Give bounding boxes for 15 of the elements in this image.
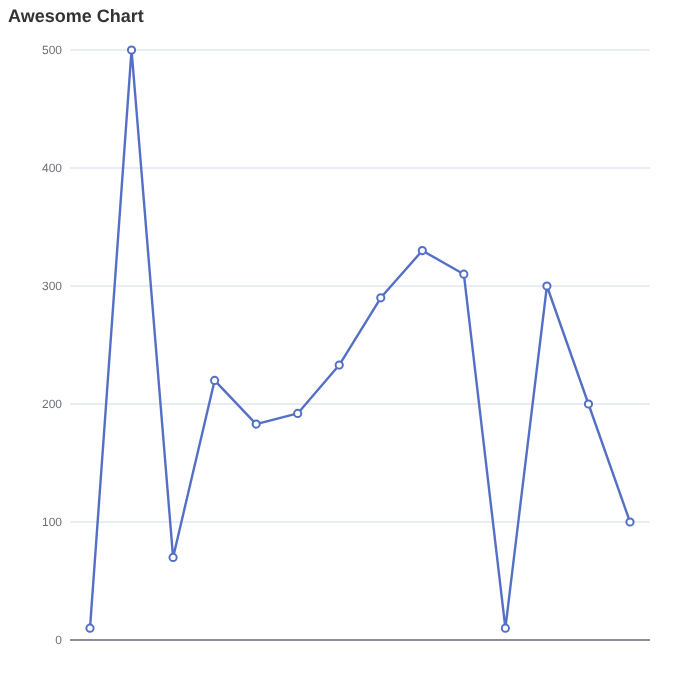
point: [85, 623, 95, 633]
point: [210, 375, 220, 385]
point: [459, 269, 469, 279]
point: [251, 419, 261, 429]
point: [583, 399, 594, 409]
point: [625, 517, 635, 527]
point: [542, 281, 552, 291]
point: [334, 360, 344, 370]
chart-title: Awesome Chart: [8, 6, 144, 26]
point: [417, 246, 427, 256]
point: [126, 45, 137, 55]
point: [500, 623, 510, 633]
point: [376, 293, 386, 303]
point: [293, 408, 303, 419]
point: [168, 552, 178, 562]
